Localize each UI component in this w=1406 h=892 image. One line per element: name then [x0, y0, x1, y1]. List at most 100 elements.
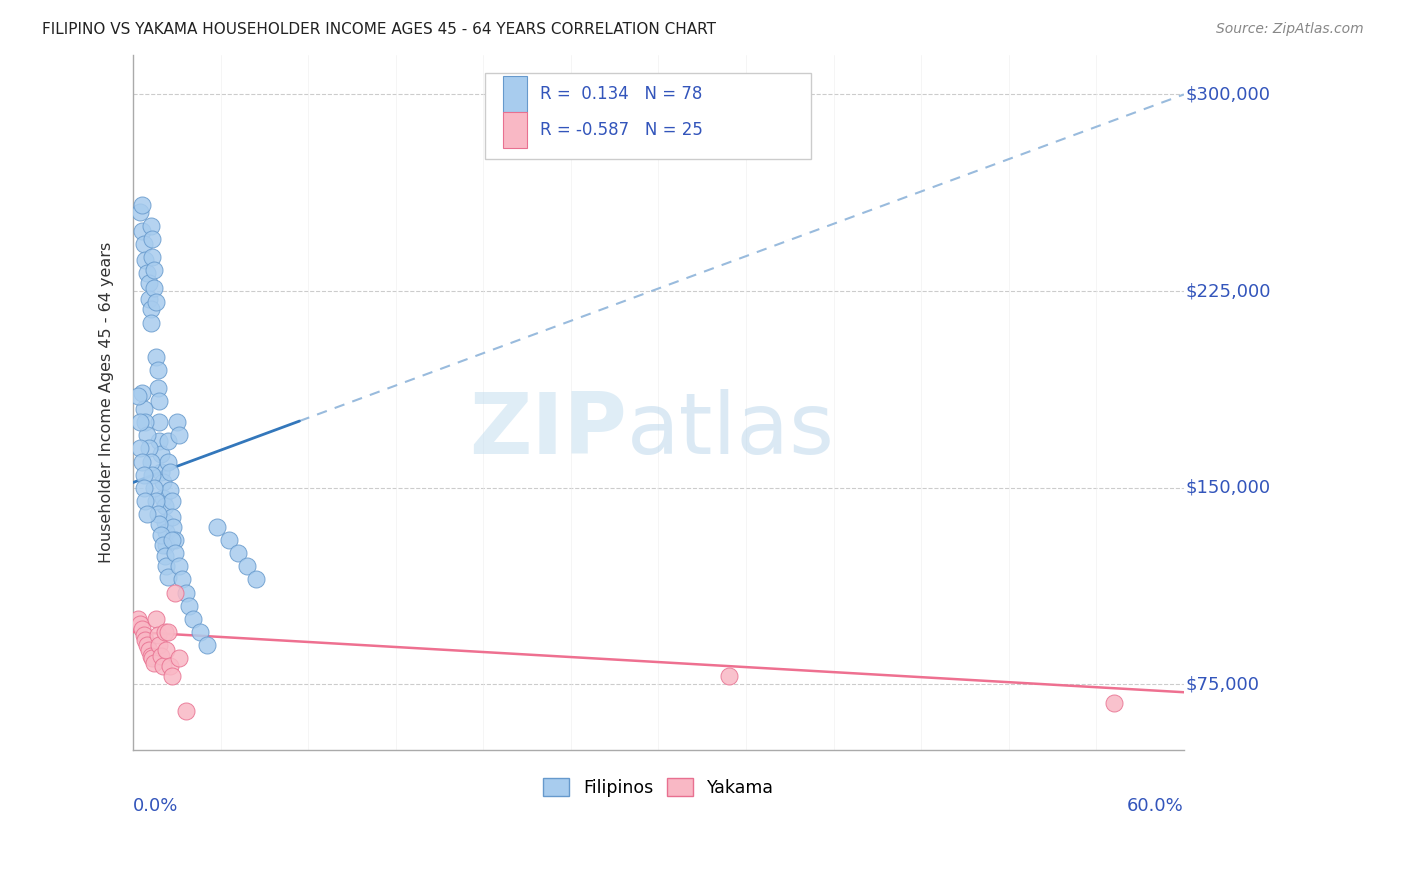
Point: [153, 499, 176, 513]
Point: [150, 465, 173, 479]
Text: $225,000: $225,000: [1185, 282, 1271, 300]
Point: [152, 538, 174, 552]
Text: atlas: atlas: [627, 389, 835, 472]
Point: [167, 651, 190, 665]
Point: [136, 638, 159, 652]
Point: [131, 454, 153, 468]
Point: [152, 491, 174, 506]
Point: [150, 528, 173, 542]
Text: FILIPINO VS YAKAMA HOUSEHOLDER INCOME AGES 45 - 64 YEARS CORRELATION CHART: FILIPINO VS YAKAMA HOUSEHOLDER INCOME AG…: [42, 22, 716, 37]
Point: [165, 546, 187, 560]
Text: 0.0%: 0.0%: [134, 797, 179, 815]
Point: [167, 559, 190, 574]
Point: [129, 617, 152, 632]
Point: [195, 638, 218, 652]
Point: [139, 648, 162, 663]
Point: [148, 638, 170, 652]
Point: [145, 350, 167, 364]
Point: [150, 447, 173, 461]
Point: [131, 197, 153, 211]
Text: $300,000: $300,000: [1185, 86, 1271, 103]
Point: [157, 570, 180, 584]
Text: $75,000: $75,000: [1185, 675, 1260, 693]
Point: [188, 624, 211, 639]
Point: [159, 659, 181, 673]
Point: [146, 363, 169, 377]
Point: [132, 627, 155, 641]
Point: [172, 573, 194, 587]
Point: [143, 263, 166, 277]
FancyBboxPatch shape: [485, 72, 811, 160]
Point: [148, 394, 170, 409]
Point: [160, 493, 183, 508]
Point: [146, 381, 169, 395]
Point: [145, 612, 167, 626]
Point: [132, 236, 155, 251]
Point: [139, 454, 162, 468]
Point: [132, 481, 155, 495]
Point: [148, 517, 170, 532]
Point: [134, 632, 156, 647]
Legend: Filipinos, Yakama: Filipinos, Yakama: [536, 771, 780, 804]
Point: [136, 428, 159, 442]
Text: 60.0%: 60.0%: [1128, 797, 1184, 815]
Text: ZIP: ZIP: [470, 389, 627, 472]
Point: [139, 316, 162, 330]
Point: [165, 585, 187, 599]
Point: [136, 507, 159, 521]
Point: [143, 657, 166, 671]
Point: [159, 465, 181, 479]
Text: $150,000: $150,000: [1185, 479, 1271, 497]
Point: [160, 509, 183, 524]
Point: [157, 434, 180, 448]
Point: [181, 612, 204, 626]
Point: [148, 434, 170, 448]
Point: [155, 525, 177, 540]
Point: [226, 546, 249, 560]
Point: [139, 219, 162, 233]
Point: [245, 573, 267, 587]
Point: [141, 467, 163, 482]
Point: [134, 415, 156, 429]
Point: [153, 515, 176, 529]
Point: [155, 559, 177, 574]
Point: [138, 442, 160, 456]
Point: [141, 651, 163, 665]
Point: [127, 612, 149, 626]
Point: [146, 627, 169, 641]
Point: [134, 252, 156, 267]
Point: [205, 520, 228, 534]
Point: [717, 669, 740, 683]
Bar: [503, 76, 527, 112]
Point: [132, 402, 155, 417]
Point: [131, 386, 153, 401]
Point: [165, 533, 187, 548]
Point: [218, 533, 240, 548]
Point: [145, 294, 167, 309]
Point: [129, 415, 152, 429]
Point: [157, 454, 180, 468]
Point: [138, 643, 160, 657]
Point: [155, 538, 177, 552]
Point: [131, 224, 153, 238]
Point: [145, 493, 167, 508]
Point: [143, 281, 166, 295]
Point: [138, 292, 160, 306]
Text: R = -0.587   N = 25: R = -0.587 N = 25: [540, 120, 703, 139]
Point: [1102, 696, 1125, 710]
Point: [134, 493, 156, 508]
Point: [146, 507, 169, 521]
Point: [160, 669, 183, 683]
Point: [139, 302, 162, 317]
Text: Source: ZipAtlas.com: Source: ZipAtlas.com: [1216, 22, 1364, 37]
Y-axis label: Householder Income Ages 45 - 64 years: Householder Income Ages 45 - 64 years: [100, 242, 114, 563]
Point: [157, 624, 180, 639]
Point: [148, 415, 170, 429]
Point: [153, 549, 176, 563]
Point: [129, 442, 152, 456]
Point: [127, 389, 149, 403]
Text: R =  0.134   N = 78: R = 0.134 N = 78: [540, 85, 702, 103]
Point: [236, 559, 259, 574]
Point: [160, 533, 183, 548]
Point: [131, 622, 153, 636]
